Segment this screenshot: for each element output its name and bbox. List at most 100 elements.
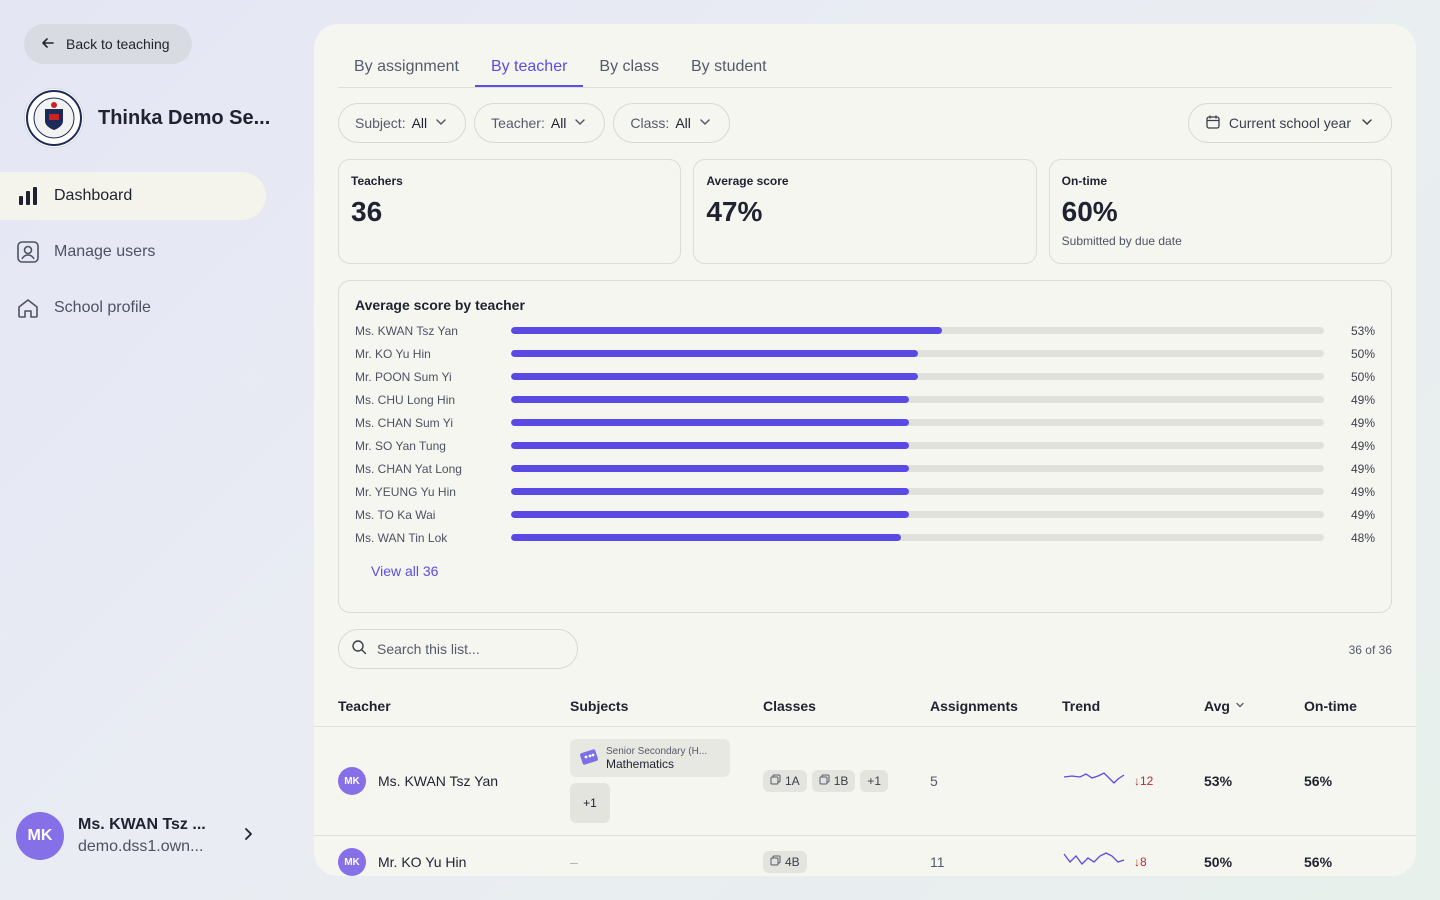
bar-list: Ms. KWAN Tsz Yan 53% Mr. KO Yu Hin 50% Mr. P…: [355, 319, 1375, 549]
filter-bar: Subject: All Teacher: All Class: All Cur…: [338, 103, 1392, 143]
bar-value-label: 48%: [1350, 530, 1375, 545]
sidebar-item-dashboard[interactable]: Dashboard: [0, 172, 266, 220]
bar: [511, 488, 910, 495]
main-panel: By assignment By teacher By class By stu…: [314, 24, 1416, 876]
sidebar-item-label: Dashboard: [54, 187, 133, 204]
stat-value: 60%: [1061, 196, 1118, 227]
class-chip: 1B: [811, 770, 856, 792]
average-score-stat-card: Average score 47%: [693, 159, 1037, 264]
chevron-down-icon: [433, 114, 449, 133]
average-score-chart: Average score by teacher Ms. KWAN Tsz Ya…: [338, 280, 1392, 613]
column-header-assignments[interactable]: Assignments: [930, 698, 1018, 714]
subject-filter[interactable]: Subject: All: [338, 103, 467, 143]
subject-name: Mathematics: [606, 756, 675, 771]
bar-label: Ms. CHU Long Hin: [355, 392, 456, 407]
stat-label: Teachers: [351, 174, 403, 188]
back-label: Back to teaching: [66, 36, 170, 52]
calculator-icon: [578, 746, 600, 771]
user-name: Ms. KWAN Tsz ...: [78, 816, 206, 833]
teacher-filter[interactable]: Teacher: All: [474, 103, 606, 143]
bar-track: [511, 442, 1324, 449]
bar-track: [511, 350, 1324, 357]
bar-label: Ms. TO Ka Wai: [355, 507, 436, 522]
period-label: Current school year: [1228, 115, 1351, 131]
teacher-cell: MK Mr. KO Yu Hin: [338, 848, 466, 876]
user-icon: [16, 240, 40, 264]
calendar-icon: [1205, 114, 1221, 133]
more-subjects-chip[interactable]: +1: [570, 783, 610, 823]
tab-by-teacher[interactable]: By teacher: [474, 46, 584, 87]
period-filter[interactable]: Current school year: [1187, 103, 1392, 143]
avg-value: 53%: [1204, 773, 1233, 789]
column-header-on-time[interactable]: On-time: [1304, 698, 1357, 714]
school-header: Thinka Demo Se...: [24, 88, 270, 148]
filter-value: All: [675, 115, 691, 131]
tab-by-assignment[interactable]: By assignment: [354, 58, 459, 75]
tab-by-student[interactable]: By student: [691, 58, 767, 75]
class-filter[interactable]: Class: All: [613, 103, 730, 143]
copy-icon: [770, 774, 781, 788]
bar-label: Mr. YEUNG Yu Hin: [355, 484, 456, 499]
column-header-trend[interactable]: Trend: [1062, 698, 1101, 714]
user-email: demo.dss1.own...: [78, 838, 204, 855]
search-input[interactable]: [377, 641, 557, 657]
subjects-empty: –: [570, 854, 578, 870]
bar-row: Ms. TO Ka Wai 49%: [355, 503, 1375, 526]
bar-value-label: 49%: [1350, 507, 1375, 522]
arrow-left-icon: [40, 35, 56, 54]
column-header-classes[interactable]: Classes: [763, 698, 816, 714]
filter-label: Subject:: [355, 115, 406, 131]
assignments-count: 11: [930, 854, 945, 870]
chevron-down-icon: [697, 114, 713, 133]
filter-label: Teacher:: [491, 115, 545, 131]
teacher-cell: MK Ms. KWAN Tsz Yan: [338, 767, 498, 795]
bar-label: Ms. CHAN Sum Yi: [355, 415, 454, 430]
trend-sparkline: [1062, 769, 1126, 792]
school-logo: [24, 88, 84, 148]
bar-value-label: 49%: [1350, 461, 1375, 476]
more-classes-chip[interactable]: +1: [860, 770, 889, 792]
search-box[interactable]: [338, 629, 578, 669]
on-time-stat-card: On-time 60% Submitted by due date: [1048, 159, 1392, 264]
classes-cell: 1A 1B +1: [763, 770, 893, 792]
bar-value-label: 49%: [1350, 415, 1375, 430]
bar: [511, 373, 918, 380]
user-account-card[interactable]: MK Ms. KWAN Tsz ... demo.dss1.own...: [16, 812, 256, 860]
column-header-label: Avg: [1204, 698, 1230, 714]
table-row[interactable]: MK Mr. KO Yu Hin – 4B 11 ↓8 50% 56%: [314, 836, 1416, 876]
report-tabs: By assignment By teacher By class By stu…: [338, 46, 1392, 88]
table-row[interactable]: MK Ms. KWAN Tsz Yan Senior Secondary (H.…: [314, 727, 1416, 836]
back-to-teaching-button[interactable]: Back to teaching: [24, 24, 192, 64]
tab-by-class[interactable]: By class: [599, 58, 659, 75]
avatar: MK: [338, 848, 366, 876]
bar: [511, 511, 910, 518]
chevron-down-icon: [572, 114, 588, 133]
stat-value: 47%: [706, 196, 763, 227]
sidebar-item-school-profile[interactable]: School profile: [0, 284, 266, 332]
sort-down-icon: [1234, 698, 1246, 714]
bar-row: Mr. KO Yu Hin 50%: [355, 342, 1375, 365]
bar-row: Ms. CHAN Sum Yi 49%: [355, 411, 1375, 434]
home-icon: [16, 296, 40, 320]
bar: [511, 350, 918, 357]
bar-row: Ms. CHAN Yat Long 49%: [355, 457, 1375, 480]
search-icon: [351, 639, 367, 660]
class-chip: 4B: [763, 851, 807, 873]
column-header-teacher[interactable]: Teacher: [338, 698, 391, 714]
avg-value: 50%: [1204, 854, 1233, 870]
sidebar-item-manage-users[interactable]: Manage users: [0, 228, 266, 276]
class-chip: 1A: [763, 770, 807, 792]
bar-track: [511, 511, 1324, 518]
on-time-value: 56%: [1304, 854, 1333, 870]
bar: [511, 534, 902, 541]
stat-value: 36: [351, 196, 383, 227]
stat-label: Average score: [706, 174, 789, 188]
column-header-subjects[interactable]: Subjects: [570, 698, 629, 714]
view-all-link[interactable]: View all 36: [371, 563, 439, 579]
trend-cell: ↓8: [1062, 850, 1147, 873]
class-label: 1B: [833, 774, 849, 788]
class-label: 4B: [785, 855, 800, 869]
column-header-avg[interactable]: Avg: [1204, 698, 1246, 714]
bar-track: [511, 396, 1324, 403]
avatar: MK: [338, 767, 366, 795]
